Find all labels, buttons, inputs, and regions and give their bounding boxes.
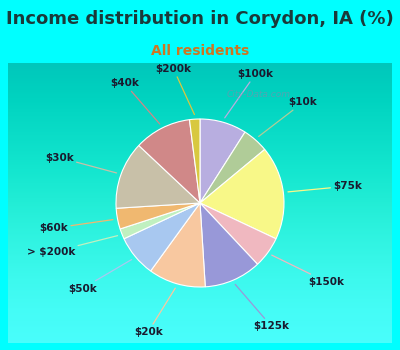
Wedge shape xyxy=(124,203,200,271)
Wedge shape xyxy=(116,203,200,229)
Wedge shape xyxy=(116,146,200,208)
Text: > $200k: > $200k xyxy=(27,236,118,257)
Text: Income distribution in Corydon, IA (%): Income distribution in Corydon, IA (%) xyxy=(6,10,394,28)
Wedge shape xyxy=(200,119,245,203)
Text: $40k: $40k xyxy=(110,78,160,124)
Text: $100k: $100k xyxy=(225,69,274,118)
Text: $60k: $60k xyxy=(40,219,113,233)
Text: $75k: $75k xyxy=(288,181,362,192)
Wedge shape xyxy=(200,132,265,203)
Text: $20k: $20k xyxy=(134,288,175,337)
Text: $10k: $10k xyxy=(259,97,318,136)
Wedge shape xyxy=(200,149,284,239)
Text: $30k: $30k xyxy=(45,153,116,173)
Wedge shape xyxy=(200,203,258,287)
Text: All residents: All residents xyxy=(151,44,249,58)
Text: City-Data.com: City-Data.com xyxy=(227,90,291,99)
Wedge shape xyxy=(200,203,276,264)
Text: $125k: $125k xyxy=(235,284,289,331)
Wedge shape xyxy=(151,203,205,287)
Wedge shape xyxy=(139,120,200,203)
Text: $200k: $200k xyxy=(156,64,194,114)
Text: $50k: $50k xyxy=(68,259,132,294)
Wedge shape xyxy=(120,203,200,239)
Wedge shape xyxy=(190,119,200,203)
Text: $150k: $150k xyxy=(272,255,344,287)
